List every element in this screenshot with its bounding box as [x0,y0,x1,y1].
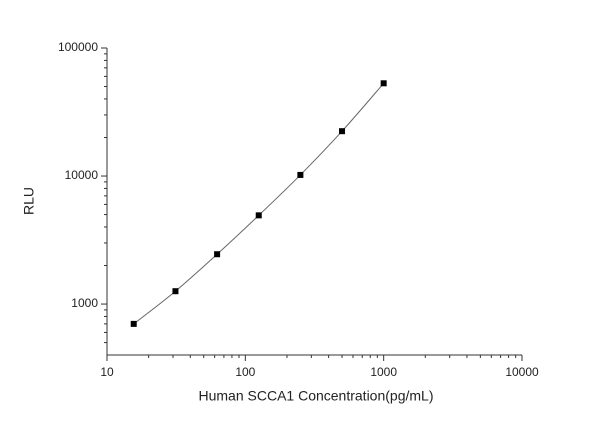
y-axis-title: RLU [21,187,37,215]
x-tick-label: 100 [235,365,255,379]
x-axis-title: Human SCCA1 Concentration(pg/mL) [199,388,434,404]
point [172,288,179,295]
point [255,212,262,219]
y-tick-label: 100000 [58,40,98,54]
point [214,251,221,258]
x-tick-label: 10 [100,365,114,379]
point [339,128,346,135]
fit-curve [133,82,385,325]
x-tick-label: 1000 [370,365,397,379]
point [297,171,304,178]
point [380,80,387,87]
y-tick-label: 10000 [65,168,99,182]
y-tick-label: 1000 [71,296,98,310]
point [130,320,137,327]
x-tick-label: 10000 [505,365,539,379]
